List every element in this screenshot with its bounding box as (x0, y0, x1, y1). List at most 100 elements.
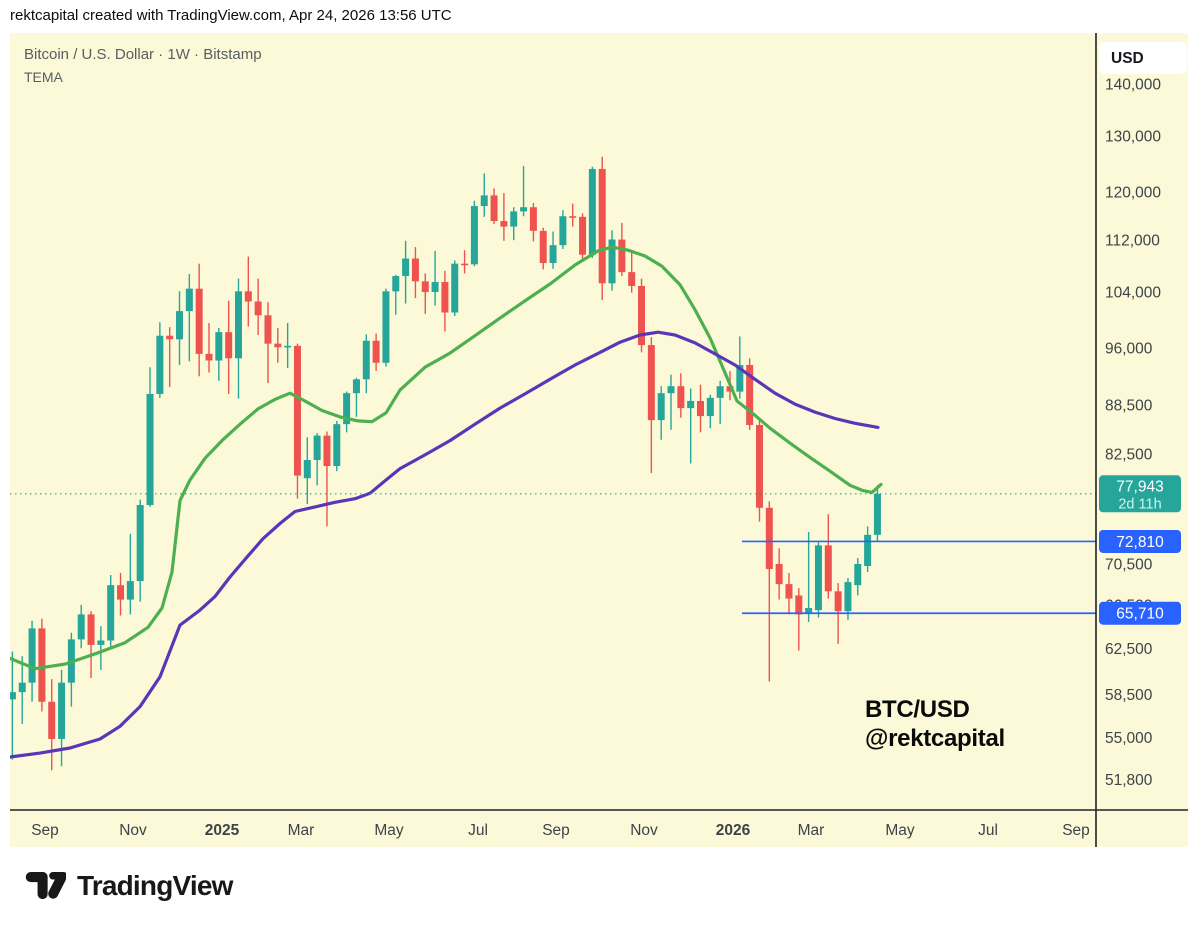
candle-body (411, 258, 419, 282)
candle-body (608, 239, 616, 284)
candle-body (598, 168, 606, 284)
time-tick-label: Mar (798, 822, 825, 839)
candle-body (323, 435, 331, 467)
tema-line (10, 245, 883, 671)
candle-body (500, 221, 508, 227)
candle-body (638, 285, 646, 346)
candle-body (451, 263, 459, 313)
candle-body (470, 206, 478, 265)
candle-body (343, 393, 351, 425)
candle-body (785, 584, 793, 599)
tradingview-logo-text: TradingView (77, 870, 233, 901)
candle-body (28, 628, 36, 683)
candle-body (48, 701, 56, 739)
candle-body (195, 288, 203, 354)
candle-body (697, 400, 704, 417)
candle-body (166, 335, 174, 340)
candle-body (38, 628, 46, 702)
time-tick-label: Mar (288, 822, 315, 839)
candle-body (854, 564, 862, 586)
candle-body (755, 424, 763, 508)
candle-body (618, 239, 626, 273)
candle-body (185, 288, 193, 312)
time-tick-label: May (374, 822, 404, 839)
candle-body (107, 585, 115, 641)
time-tick-label: 2026 (716, 822, 751, 839)
candle-body (284, 345, 292, 348)
candle-body (520, 207, 528, 212)
time-tick-label: Sep (1062, 822, 1090, 839)
tema-line (10, 330, 880, 759)
candle-body (441, 281, 449, 313)
time-tick-label: Nov (630, 822, 658, 839)
price-tick-label: 96,000 (1105, 341, 1153, 358)
last-price-value: 77,943 (1116, 478, 1163, 495)
candle-body (814, 545, 822, 611)
candle-body (490, 195, 498, 222)
time-tick-label: Sep (542, 822, 570, 839)
candle-body (234, 291, 242, 359)
candle-body (687, 400, 695, 409)
candle-body (176, 311, 184, 340)
price-tick-label: 88,500 (1105, 397, 1153, 414)
price-tick-label: 62,500 (1105, 641, 1153, 658)
candle-body (706, 397, 714, 417)
candle-body (117, 585, 125, 600)
candle-body (569, 216, 577, 218)
candle-body (844, 582, 852, 612)
price-tick-label: 70,500 (1105, 557, 1153, 574)
price-tick-label: 51,800 (1105, 772, 1153, 789)
candle-body (775, 564, 783, 585)
last-price-badge (1099, 475, 1181, 513)
price-chart-canvas[interactable]: 140,000 130,000 120,000 112,000 104,000 96,00… (10, 33, 1188, 847)
candle-body (293, 345, 301, 476)
price-tick-label: 104,000 (1105, 285, 1161, 302)
candle-body (126, 581, 134, 600)
price-tick-label: 140,000 (1105, 77, 1161, 94)
time-tick-label: Jul (978, 822, 998, 839)
tradingview-logo-icon (25, 872, 66, 900)
attribution-text: rektcapital created with TradingView.com… (10, 7, 452, 24)
candle-body (274, 343, 282, 348)
candle-body (834, 591, 842, 612)
currency-label: USD (1111, 50, 1144, 67)
time-tick-label: Nov (119, 822, 147, 839)
candle-body (421, 281, 429, 293)
candle-body (333, 424, 341, 467)
price-tick-label: 130,000 (1105, 128, 1161, 145)
candle-body (352, 379, 360, 394)
candle-body (549, 245, 557, 264)
candle-body (765, 507, 773, 569)
candle-body (77, 614, 85, 640)
candle-body (382, 291, 390, 363)
candle-body (362, 340, 370, 380)
candle-body (146, 393, 154, 506)
annotation-handle: @rektcapital (865, 725, 1005, 752)
candle-body (716, 386, 724, 398)
candle-body (667, 386, 675, 394)
candle-body (579, 216, 587, 255)
price-tick-label: 55,000 (1105, 730, 1153, 747)
annotation-symbol: BTC/USD (865, 696, 970, 723)
candle-body (559, 216, 567, 246)
time-tick-label: Jul (468, 822, 488, 839)
candle-body (805, 608, 813, 614)
chart-area[interactable]: 140,000 130,000 120,000 112,000 104,000 96,00… (10, 33, 1188, 847)
candle-body (539, 230, 547, 264)
time-tick-label: 2025 (205, 822, 240, 839)
candle-body (392, 276, 400, 292)
candle-body (746, 364, 754, 425)
candle-body (58, 682, 66, 739)
price-tick-label: 120,000 (1105, 184, 1161, 201)
candle-body (402, 258, 410, 277)
level-price-badge (1099, 529, 1181, 553)
candle-body (480, 195, 488, 207)
candle-body (136, 505, 144, 582)
price-tick-label: 112,000 (1105, 233, 1160, 250)
time-tick-label: Sep (31, 822, 59, 839)
candle-body (628, 272, 636, 286)
candle-body (864, 534, 872, 566)
candle-body (510, 211, 518, 227)
candle-body (244, 291, 252, 302)
